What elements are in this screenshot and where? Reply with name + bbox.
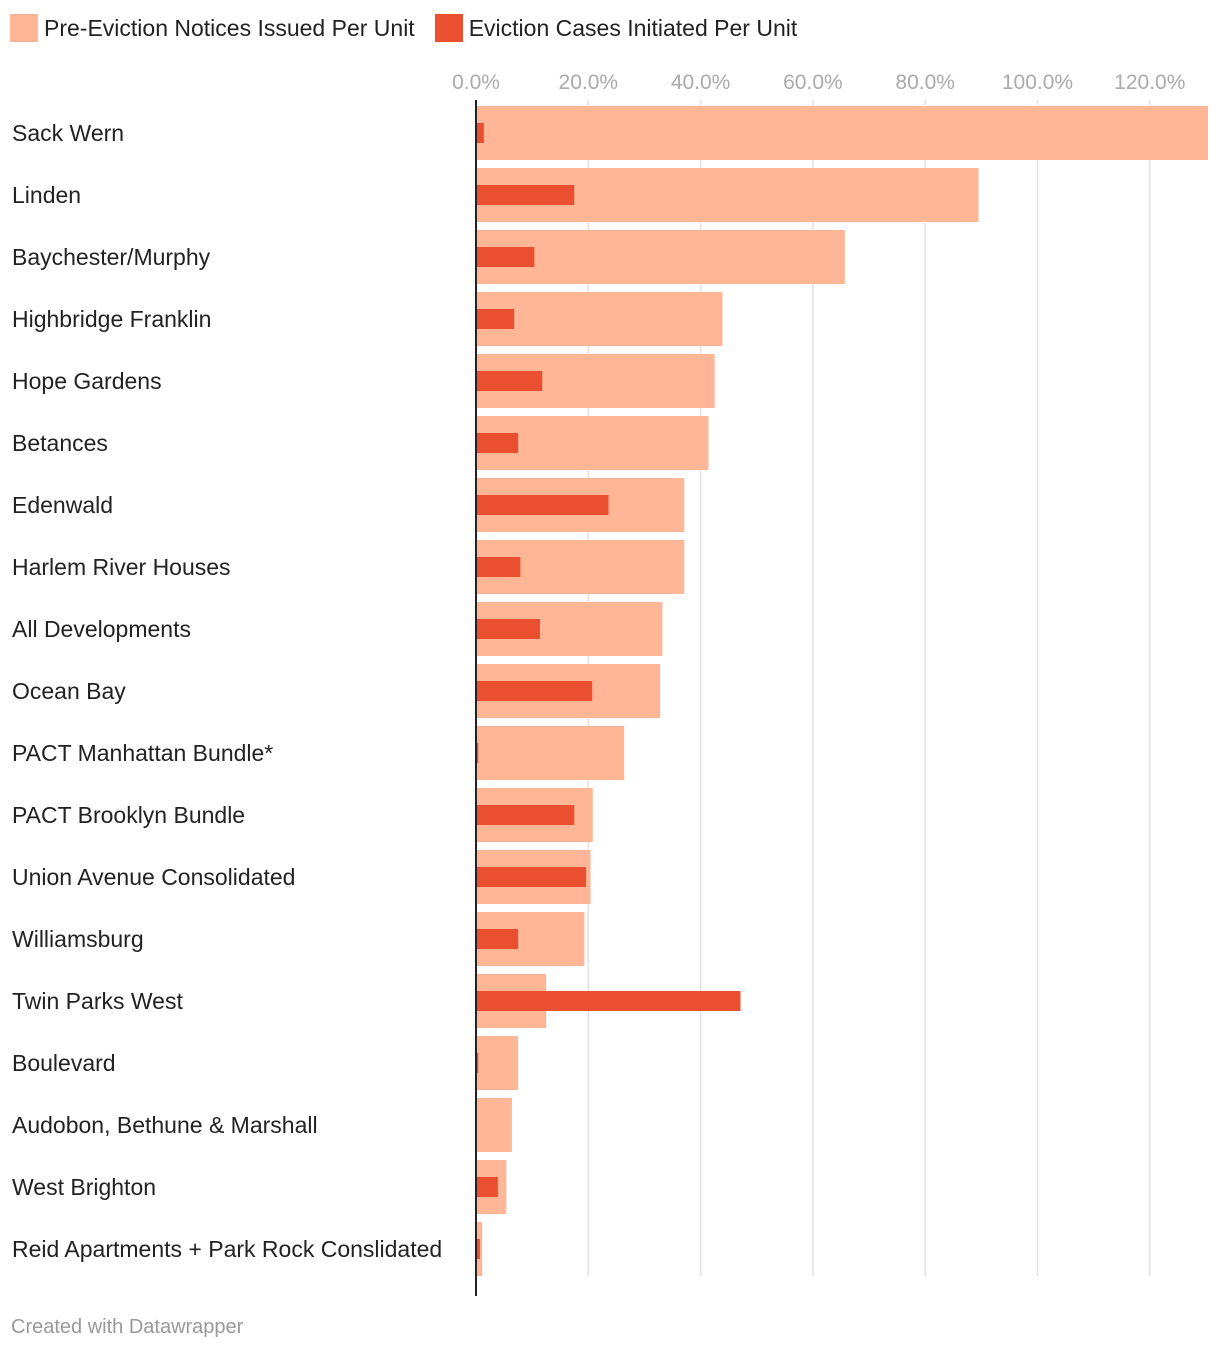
notices-bar	[476, 106, 1208, 160]
cases-bar	[476, 1239, 480, 1259]
legend-item-cases[interactable]: Eviction Cases Initiated Per Unit	[434, 14, 798, 42]
category-label: Reid Apartments + Park Rock Conslidated	[12, 1236, 442, 1262]
cases-bar	[476, 557, 521, 577]
x-tick-label: 20.0%	[559, 71, 619, 94]
notices-bar	[476, 726, 625, 780]
category-label: All Developments	[12, 616, 191, 642]
category-label: Linden	[12, 182, 81, 208]
category-label: Union Avenue Consolidated	[12, 864, 295, 890]
cases-bar	[476, 743, 479, 763]
category-label: West Brighton	[12, 1174, 156, 1200]
category-label: Audobon, Bethune & Marshall	[12, 1112, 318, 1138]
cases-bar	[476, 991, 741, 1011]
category-label: Sack Wern	[12, 120, 124, 146]
legend: Pre-Eviction Notices Issued Per Unit Evi…	[10, 12, 817, 44]
cases-bar	[476, 867, 587, 887]
cases-bar	[476, 309, 515, 329]
legend-swatch-cases	[434, 14, 463, 42]
cases-bar	[476, 247, 535, 267]
x-tick-label: 0.0%	[452, 71, 500, 94]
category-label: Harlem River Houses	[12, 554, 231, 580]
category-label: PACT Manhattan Bundle*	[12, 740, 273, 766]
category-label: Ocean Bay	[12, 678, 126, 704]
category-label: Williamsburg	[12, 926, 144, 952]
x-tick-label: 80.0%	[895, 71, 955, 94]
bar-chart: 0.0% 20.0% 40.0% 60.0% 80.0% 100.0% 120.0% Sack…	[12, 71, 1208, 1296]
x-tick-label: 60.0%	[783, 71, 843, 94]
cases-bar	[476, 929, 519, 949]
cases-bar	[476, 1053, 479, 1073]
datawrapper-credit[interactable]: Created with Datawrapper	[11, 1316, 244, 1338]
notices-bar	[476, 292, 723, 346]
cases-bar	[476, 495, 609, 515]
category-label: Betances	[12, 430, 108, 456]
category-label: Edenwald	[12, 492, 113, 518]
category-label: Twin Parks West	[12, 988, 183, 1014]
category-label: Hope Gardens	[12, 368, 162, 394]
cases-bar	[476, 619, 541, 639]
cases-bar	[476, 433, 519, 453]
notices-bar	[476, 1098, 512, 1152]
category-label: PACT Brooklyn Bundle	[12, 802, 245, 828]
x-tick-label: 40.0%	[671, 71, 731, 94]
x-tick-label: 120.0%	[1114, 71, 1185, 94]
category-label: Boulevard	[12, 1050, 116, 1076]
cases-bar	[476, 681, 593, 701]
legend-item-notices[interactable]: Pre-Eviction Notices Issued Per Unit	[10, 14, 415, 42]
x-tick-label: 100.0%	[1002, 71, 1073, 94]
legend-swatch-notices	[10, 14, 38, 42]
legend-label-notices: Pre-Eviction Notices Issued Per Unit	[44, 14, 415, 41]
cases-bar	[476, 805, 575, 825]
legend-label-cases: Eviction Cases Initiated Per Unit	[468, 14, 798, 41]
category-label: Baychester/Murphy	[12, 244, 211, 270]
cases-bar	[476, 371, 543, 391]
notices-bar	[476, 1036, 519, 1090]
notices-bar	[476, 230, 845, 284]
cases-bar	[476, 123, 484, 143]
cases-bar	[476, 185, 575, 205]
cases-bar	[476, 1177, 498, 1197]
category-label: Highbridge Franklin	[12, 306, 211, 332]
